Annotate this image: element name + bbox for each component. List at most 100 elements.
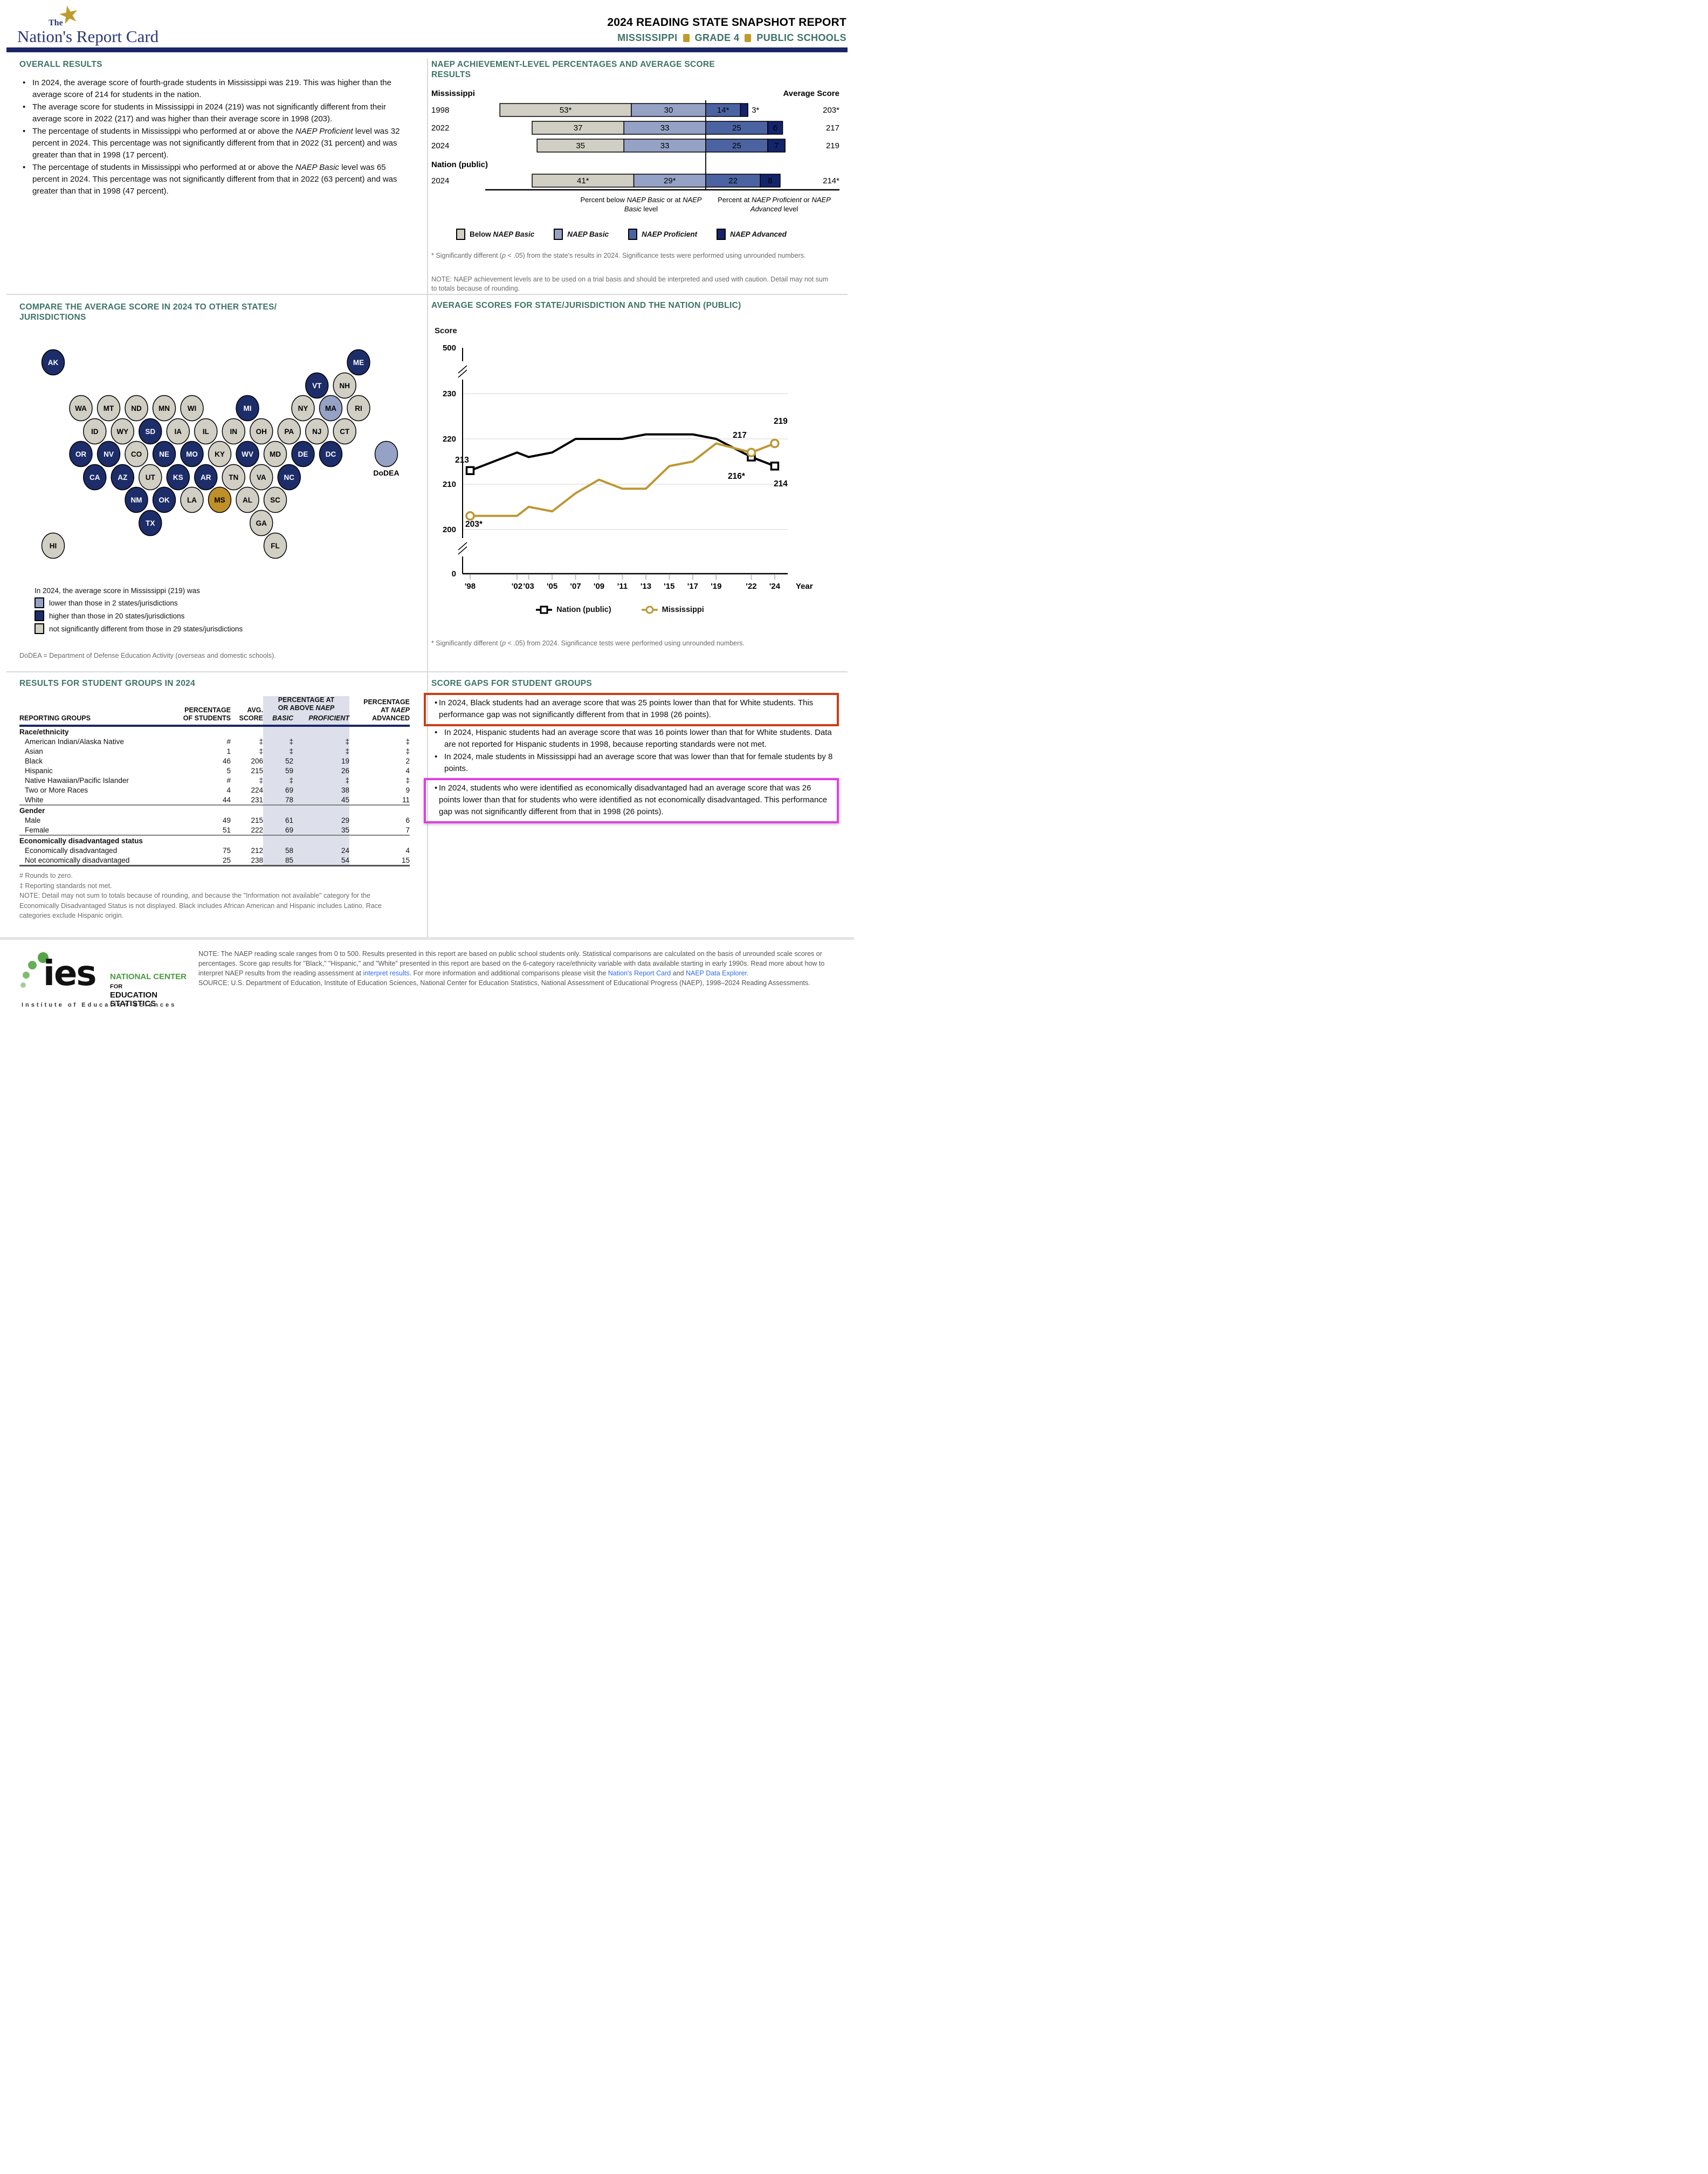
score-gap-bullet: In 2024, students who were identified as… (424, 778, 839, 823)
student-groups-section: RESULTS FOR STUDENT GROUPS IN 2024 REPOR… (19, 678, 410, 921)
svg-text:OK: OK (159, 496, 170, 504)
subtitle-state: MISSISSIPPI (617, 32, 678, 43)
legend-item: Below NAEP Basic (456, 229, 534, 240)
svg-text:'07: '07 (570, 582, 581, 591)
svg-text:IA: IA (175, 428, 182, 436)
footer-note-text: NOTE: The NAEP reading scale ranges from… (198, 950, 825, 977)
svg-text:NY: NY (298, 404, 308, 412)
svg-text:203*: 203* (465, 520, 483, 529)
svg-text:33: 33 (660, 141, 670, 150)
legend-swatch-icon (628, 229, 638, 240)
overall-results-section: OVERALL RESULTS In 2024, the average sco… (19, 59, 410, 198)
state-tile-IN: IN (222, 418, 245, 445)
col-header-proficient: PROFICIENT (293, 714, 350, 726)
footer-source-text: SOURCE: U.S. Department of Education, In… (198, 979, 810, 987)
table-row: Hispanic 5 215 59 26 4 (25, 766, 410, 775)
svg-text:'11: '11 (617, 582, 628, 591)
square-marker-icon (536, 606, 553, 614)
state-tile-MO: MO (180, 441, 204, 467)
state-tile-VA: VA (250, 464, 273, 491)
svg-text:29*: 29* (664, 176, 676, 185)
state-tile-DE: DE (291, 441, 315, 467)
svg-text:25: 25 (732, 141, 741, 150)
svg-text:500: 500 (443, 343, 456, 353)
map-legend-item: higher than those in 20 states/jurisdict… (35, 610, 243, 621)
map-legend-item: lower than those in 2 states/jurisdictio… (35, 597, 243, 608)
state-tile-NC: NC (277, 464, 301, 491)
svg-text:Average Score: Average Score (783, 89, 839, 98)
col-header-basic: BASIC (263, 714, 293, 726)
score-gap-bullet: In 2024, Hispanic students had an averag… (431, 727, 839, 751)
state-tile-ME: ME (347, 349, 370, 376)
svg-text:216*: 216* (728, 472, 746, 481)
svg-text:0: 0 (452, 569, 456, 579)
trend-legend: Nation (public) Mississippi (431, 606, 809, 614)
state-tile-MT: MT (97, 395, 121, 422)
table-row: White 44 231 78 45 11 (19, 795, 410, 805)
map-legend: In 2024, the average score in Mississipp… (35, 587, 243, 636)
svg-text:DC: DC (326, 450, 336, 458)
table-row: Economically disadvantaged 75 212 58 24 4 (25, 845, 410, 855)
svg-text:'19: '19 (711, 582, 721, 591)
svg-text:UT: UT (146, 473, 156, 481)
svg-text:RI: RI (355, 404, 362, 412)
state-tile-UT: UT (139, 464, 162, 491)
naep-data-explorer-link[interactable]: NAEP Data Explorer (686, 969, 747, 977)
achievement-levels-section: NAEP ACHIEVEMENT-LEVEL PERCENTAGES AND A… (431, 59, 846, 294)
svg-text:6: 6 (773, 123, 777, 133)
section-heading: AVERAGE SCORES FOR STATE/JURISDICTION AN… (431, 301, 741, 310)
achievement-legend: Below NAEP Basic NAEP Basic NAEP Proficien… (456, 229, 787, 240)
state-tile-WY: WY (111, 418, 134, 445)
achievement-stacked-bar-chart: Mississippi Average Score 1998 53* 30 14* 3* 20… (431, 89, 839, 191)
svg-text:ND: ND (131, 404, 142, 412)
legend-item: NAEP Advanced (717, 229, 787, 240)
report-title: 2024 READING STATE SNAPSHOT REPORT (607, 16, 846, 29)
state-tile-KY: KY (208, 441, 232, 467)
y-axis-title: Score (435, 326, 457, 335)
interpret-results-link[interactable]: interpret results (363, 969, 410, 977)
svg-text:35: 35 (576, 141, 585, 150)
state-tile-LA: LA (180, 486, 204, 513)
state-tile-ID: ID (83, 418, 107, 445)
svg-text:'24: '24 (769, 582, 781, 591)
table-row: Male 49 215 61 29 6 (25, 815, 410, 825)
state-tile-KS: KS (166, 464, 190, 491)
svg-text:25: 25 (732, 123, 741, 133)
svg-text:MI: MI (244, 404, 252, 412)
significance-footnote: * Significantly different (p < .05) from… (431, 639, 745, 647)
svg-text:AZ: AZ (118, 473, 127, 481)
table-row: Female 51 222 69 35 7 (19, 825, 410, 835)
svg-text:NJ: NJ (312, 428, 321, 436)
score-gap-bullet: In 2024, Black students had an average s… (424, 693, 839, 726)
state-tile-IA: IA (166, 418, 190, 445)
svg-text:FL: FL (271, 542, 280, 550)
table-section-row: Race/ethnicity (19, 726, 410, 737)
state-tile-WA: WA (69, 395, 93, 422)
state-tile-OR: OR (69, 441, 93, 467)
student-groups-table: REPORTING GROUPS PERCENTAGE OF STUDENTS A… (19, 696, 410, 866)
svg-text:'22: '22 (746, 582, 756, 591)
svg-text:AK: AK (48, 359, 59, 367)
svg-text:213: 213 (455, 456, 469, 465)
ies-nces-logo: ies NATIONAL CENTER FOR EDUCATION STATIS… (19, 952, 192, 1033)
table-row: Not economically disadvantaged 25 238 85 54 1… (19, 855, 410, 866)
ies-dot-icon (20, 982, 26, 988)
state-tile-VT: VT (305, 372, 329, 399)
svg-text:LA: LA (187, 496, 197, 504)
map-legend-intro: In 2024, the average score in Mississipp… (35, 587, 200, 595)
svg-text:41*: 41* (577, 176, 589, 185)
svg-text:HI: HI (50, 542, 57, 550)
axis-note-below-basic: Percent below NAEP Basic or at NAEP Basi… (580, 196, 702, 213)
table-row: Native Hawaiian/Pacific Islander # ‡ ‡ ‡ ‡ (25, 775, 410, 785)
gold-square-icon (683, 34, 690, 42)
svg-text:NV: NV (104, 450, 114, 458)
legend-item: NAEP Basic (554, 229, 609, 240)
section-divider (6, 294, 848, 295)
state-tile-MD: MD (263, 441, 287, 467)
nces-name: NATIONAL CENTER FOR EDUCATION STATISTICS (110, 972, 187, 1008)
svg-text:MS: MS (214, 496, 225, 504)
col-header-avg-score: AVG. SCORE (239, 706, 263, 722)
nations-report-card-link[interactable]: Nation's Report Card (608, 969, 671, 977)
svg-text:3*: 3* (752, 106, 759, 115)
svg-text:1998: 1998 (431, 106, 449, 115)
